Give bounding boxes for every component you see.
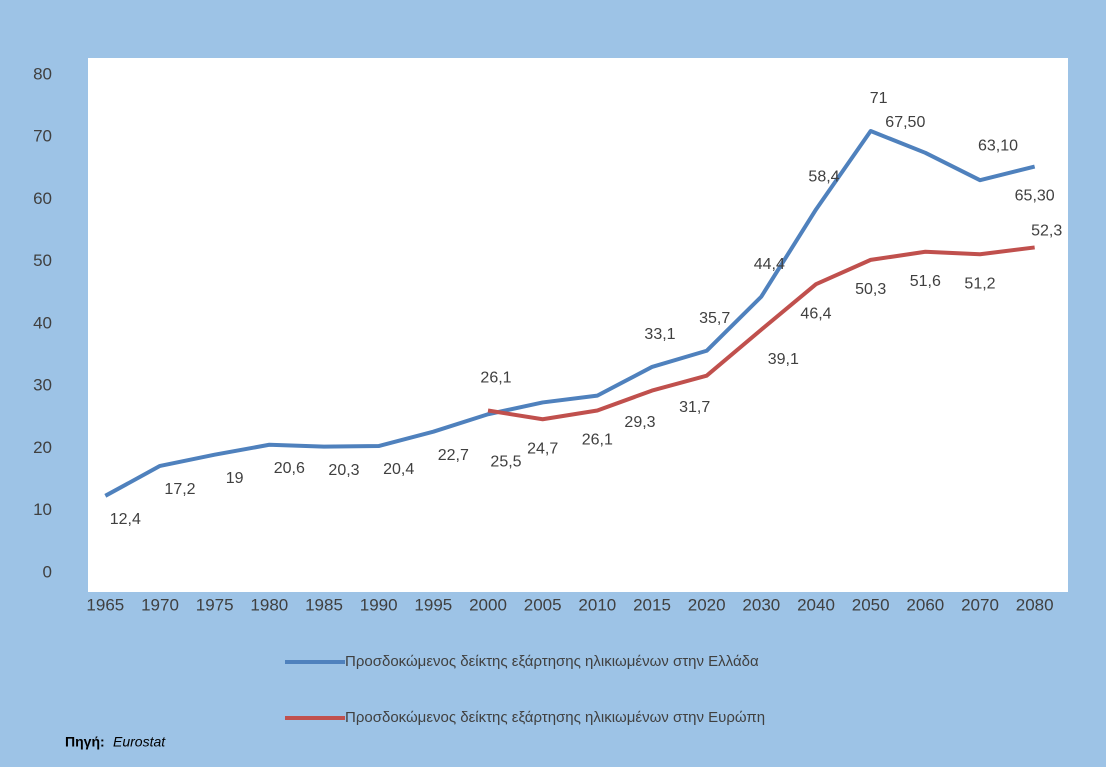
- y-tick-label: 80: [33, 64, 52, 83]
- data-label: 52,3: [1031, 223, 1062, 240]
- data-label: 20,6: [274, 460, 305, 477]
- data-label: 19: [226, 470, 244, 487]
- x-tick-label: 1975: [196, 595, 234, 614]
- series-line: [104, 129, 1036, 498]
- data-label: 25,5: [490, 453, 521, 470]
- data-label: 51,6: [910, 273, 941, 290]
- x-tick-label: 2020: [688, 595, 726, 614]
- data-label: 24,7: [527, 440, 558, 457]
- y-tick-label: 20: [33, 438, 52, 457]
- y-tick-label: 40: [33, 313, 52, 332]
- x-tick-label: 1965: [86, 595, 124, 614]
- y-tick-label: 10: [33, 500, 52, 519]
- x-tick-label: 2005: [524, 595, 562, 614]
- data-label: 35,7: [699, 310, 730, 327]
- data-label: 65,30: [1015, 188, 1055, 205]
- data-label: 63,10: [978, 137, 1018, 154]
- x-tick-label: 2010: [578, 595, 616, 614]
- data-label: 58,4: [808, 169, 839, 186]
- data-label: 17,2: [164, 481, 195, 498]
- plot-area: [88, 58, 1068, 592]
- x-tick-label: 2030: [742, 595, 780, 614]
- data-label: 71: [870, 90, 888, 107]
- data-label: 46,4: [800, 305, 831, 322]
- legend-label: Προσδοκώμενος δείκτης εξάρτησης ηλικιωμέ…: [345, 653, 759, 670]
- y-tick-label: 50: [33, 251, 52, 270]
- data-label: 26,1: [480, 370, 511, 387]
- x-tick-label: 1985: [305, 595, 343, 614]
- data-label: 51,2: [964, 275, 995, 292]
- x-tick-label: 2015: [633, 595, 671, 614]
- source: Eurostat: [113, 734, 166, 750]
- x-tick-label: 1970: [141, 595, 179, 614]
- x-tick-label: 2040: [797, 595, 835, 614]
- data-label: 31,7: [679, 399, 710, 416]
- data-label: 20,3: [328, 462, 359, 479]
- x-tick-label: 2070: [961, 595, 999, 614]
- series-line: [487, 245, 1035, 422]
- x-tick-label: 2000: [469, 595, 507, 614]
- x-tick-label: 1995: [414, 595, 452, 614]
- x-tick-label: 1990: [360, 595, 398, 614]
- y-tick-label: 0: [43, 562, 52, 581]
- data-label: 67,50: [885, 114, 925, 131]
- x-tick-label: 2050: [852, 595, 890, 614]
- y-tick-label: 60: [33, 189, 52, 208]
- data-label: 26,1: [582, 432, 613, 449]
- data-label: 20,4: [383, 461, 414, 478]
- data-label: 22,7: [438, 447, 469, 464]
- x-tick-label: 2060: [906, 595, 944, 614]
- legend-label: Προσδοκώμενος δείκτης εξάρτησης ηλικιωμέ…: [345, 709, 765, 726]
- x-tick-label: 2080: [1016, 595, 1054, 614]
- data-label: 50,3: [855, 281, 886, 298]
- data-label: 12,4: [110, 511, 141, 528]
- data-label: 33,1: [644, 326, 675, 343]
- y-tick-label: 30: [33, 376, 52, 395]
- x-tick-label: 1980: [250, 595, 288, 614]
- data-label: 39,1: [768, 351, 799, 368]
- data-label: 44,4: [754, 256, 785, 273]
- data-label: 29,3: [624, 414, 655, 431]
- source-label: Πηγή:: [65, 734, 105, 750]
- y-tick-label: 70: [33, 127, 52, 146]
